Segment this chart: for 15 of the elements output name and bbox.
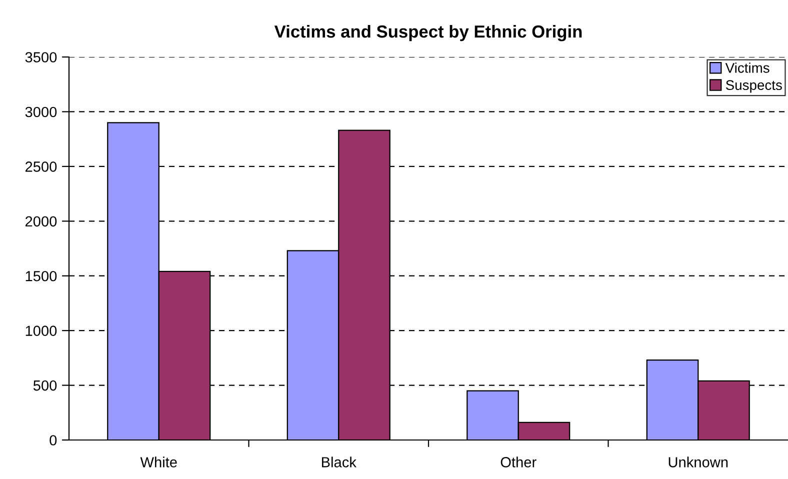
y-tick-label: 3000 [25, 106, 57, 118]
legend-label: Victims [725, 62, 770, 73]
y-tick-label: 500 [33, 380, 57, 391]
x-tick-label: Other [500, 456, 536, 468]
y-tick-label: 2500 [25, 162, 57, 172]
y-tick-label: 3500 [25, 52, 57, 62]
x-tick-label: Black [322, 456, 356, 468]
y-tick-label: 1500 [26, 270, 57, 282]
x-tick-label: White [140, 456, 177, 468]
y-tick-label: 2000 [25, 216, 57, 227]
chart-title: Victims and Suspect by Ethnic Origin [274, 24, 582, 42]
legend-label: Suspects [726, 80, 782, 93]
y-tick-label: 0 [50, 435, 57, 446]
y-tick-label: 1000 [26, 326, 57, 336]
x-tick-label: Unknown [668, 456, 728, 468]
